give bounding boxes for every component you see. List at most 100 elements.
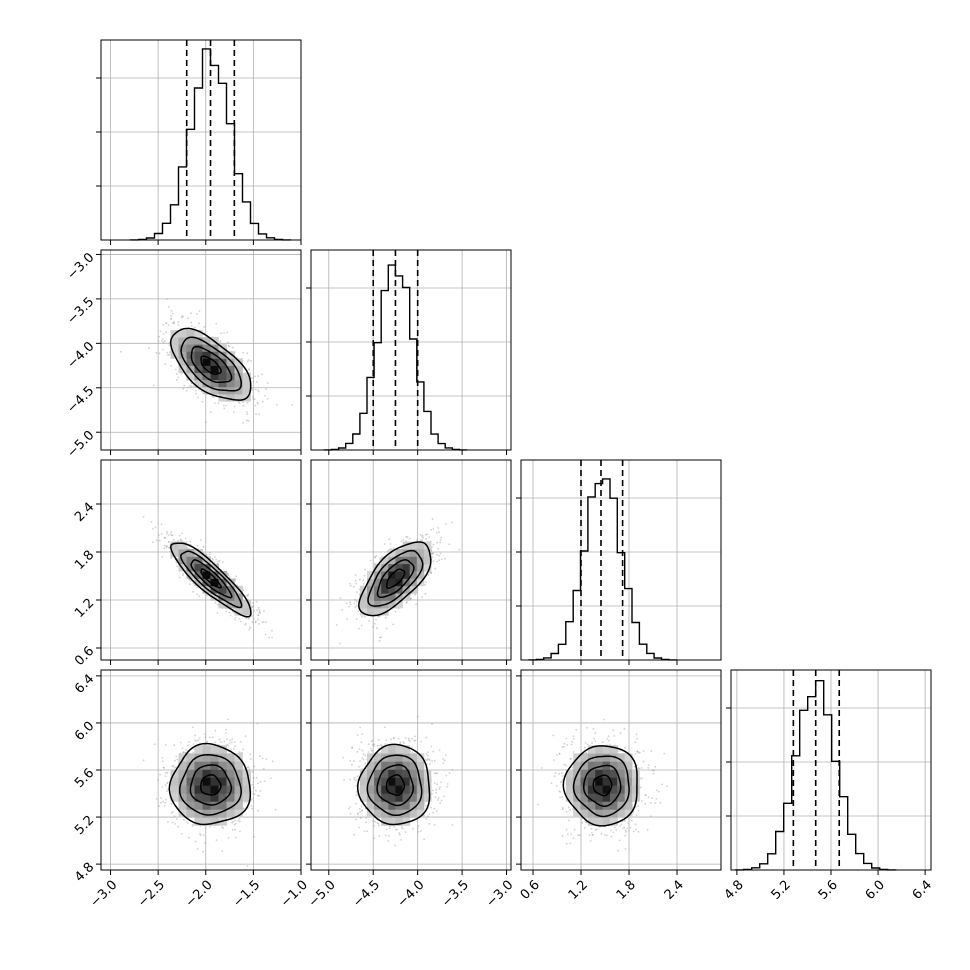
density-cell bbox=[194, 330, 203, 338]
scatter-point bbox=[179, 538, 182, 541]
scatter-point bbox=[202, 834, 205, 836]
scatter-point bbox=[158, 539, 161, 542]
scatter-point bbox=[215, 839, 218, 841]
scatter-point bbox=[251, 770, 254, 773]
density-cell bbox=[186, 563, 195, 572]
density-cell bbox=[194, 761, 203, 770]
scatter-point bbox=[429, 571, 432, 574]
density-cell bbox=[186, 556, 195, 565]
density-cell bbox=[202, 753, 211, 762]
scatter-point bbox=[162, 766, 165, 769]
scatter-point bbox=[226, 743, 229, 746]
scatter-point bbox=[220, 332, 222, 335]
scatter-point bbox=[458, 548, 461, 551]
scatter-point bbox=[171, 765, 174, 768]
scatter-point bbox=[234, 745, 237, 747]
scatter-point bbox=[217, 402, 220, 404]
scatter-point bbox=[221, 826, 224, 829]
density-cell bbox=[374, 600, 382, 609]
scatter-point bbox=[360, 624, 363, 627]
scatter-point bbox=[174, 823, 177, 825]
density-cell bbox=[178, 344, 187, 352]
scatter-point bbox=[160, 533, 163, 536]
scatter-point bbox=[271, 636, 273, 639]
density-cell bbox=[194, 793, 203, 802]
scatter-point bbox=[244, 622, 247, 625]
scatter-point bbox=[233, 411, 235, 414]
scatter-point bbox=[212, 559, 215, 561]
scatter-point bbox=[438, 531, 440, 534]
density-cell bbox=[186, 351, 195, 359]
scatter-point bbox=[252, 618, 255, 621]
scatter-point bbox=[229, 614, 232, 617]
scatter-point bbox=[185, 389, 188, 392]
density-cell bbox=[359, 607, 368, 616]
density-cell bbox=[381, 563, 389, 572]
density-cell bbox=[202, 344, 211, 352]
scatter-point bbox=[428, 813, 431, 816]
scatter-point bbox=[208, 553, 211, 556]
scatter-point bbox=[163, 547, 166, 550]
scatter-point bbox=[253, 765, 256, 768]
contour-0 bbox=[200, 568, 222, 589]
scatter-point bbox=[354, 606, 357, 609]
scatter-point bbox=[192, 823, 195, 826]
density-cell bbox=[218, 379, 227, 388]
scatter-point bbox=[175, 373, 178, 376]
scatter-point bbox=[165, 772, 167, 774]
scatter-point bbox=[255, 789, 257, 792]
scatter-point bbox=[227, 341, 230, 344]
density-cell bbox=[194, 379, 203, 388]
scatter-point bbox=[192, 743, 195, 745]
scatter-point bbox=[275, 403, 278, 406]
scatter-point bbox=[142, 759, 145, 762]
density-cell bbox=[409, 541, 418, 550]
contour-1 bbox=[376, 559, 415, 599]
scatter-point bbox=[405, 535, 408, 538]
contour-lines bbox=[358, 541, 432, 617]
scatter-point bbox=[251, 396, 254, 398]
scatter-point bbox=[256, 401, 259, 404]
scatter-point bbox=[357, 610, 360, 612]
scatter-point bbox=[253, 609, 255, 612]
scatter-point bbox=[354, 579, 357, 582]
scatter-point bbox=[164, 363, 167, 366]
density-cell bbox=[395, 600, 403, 609]
density-cell bbox=[402, 571, 411, 579]
scatter-point bbox=[170, 315, 172, 317]
scatter-point bbox=[431, 552, 434, 555]
scatter-point bbox=[252, 797, 255, 800]
density-cell bbox=[202, 801, 211, 810]
scatter-point bbox=[252, 605, 255, 608]
density-cell bbox=[202, 358, 211, 366]
scatter-point bbox=[426, 759, 429, 762]
density-cell bbox=[194, 337, 203, 345]
density-cell bbox=[178, 777, 187, 786]
scatter-point bbox=[433, 772, 436, 775]
scatter-point bbox=[162, 333, 165, 335]
scatter-point bbox=[170, 531, 173, 533]
density-cell bbox=[242, 379, 251, 388]
scatter-point bbox=[389, 543, 392, 545]
density-cell bbox=[226, 578, 235, 587]
scatter-point bbox=[202, 545, 205, 548]
scatter-point bbox=[349, 584, 352, 587]
contour-2 bbox=[180, 550, 243, 609]
scatter-point bbox=[421, 539, 424, 541]
density-cell bbox=[388, 549, 396, 557]
scatter-point bbox=[160, 523, 163, 526]
scatter-point bbox=[195, 392, 198, 395]
scatter-point bbox=[261, 400, 264, 403]
scatter-point bbox=[184, 751, 187, 754]
density-cell bbox=[402, 549, 411, 557]
scatter-point bbox=[436, 560, 438, 563]
scatter-point bbox=[192, 751, 195, 754]
scatter-point bbox=[235, 822, 237, 825]
density-cell bbox=[409, 549, 418, 557]
scatter-point bbox=[215, 558, 218, 561]
density-cell bbox=[194, 785, 203, 794]
density-cell bbox=[202, 337, 211, 345]
density-cell bbox=[402, 563, 411, 572]
scatter-point bbox=[177, 321, 180, 324]
scatter-point bbox=[243, 802, 246, 804]
